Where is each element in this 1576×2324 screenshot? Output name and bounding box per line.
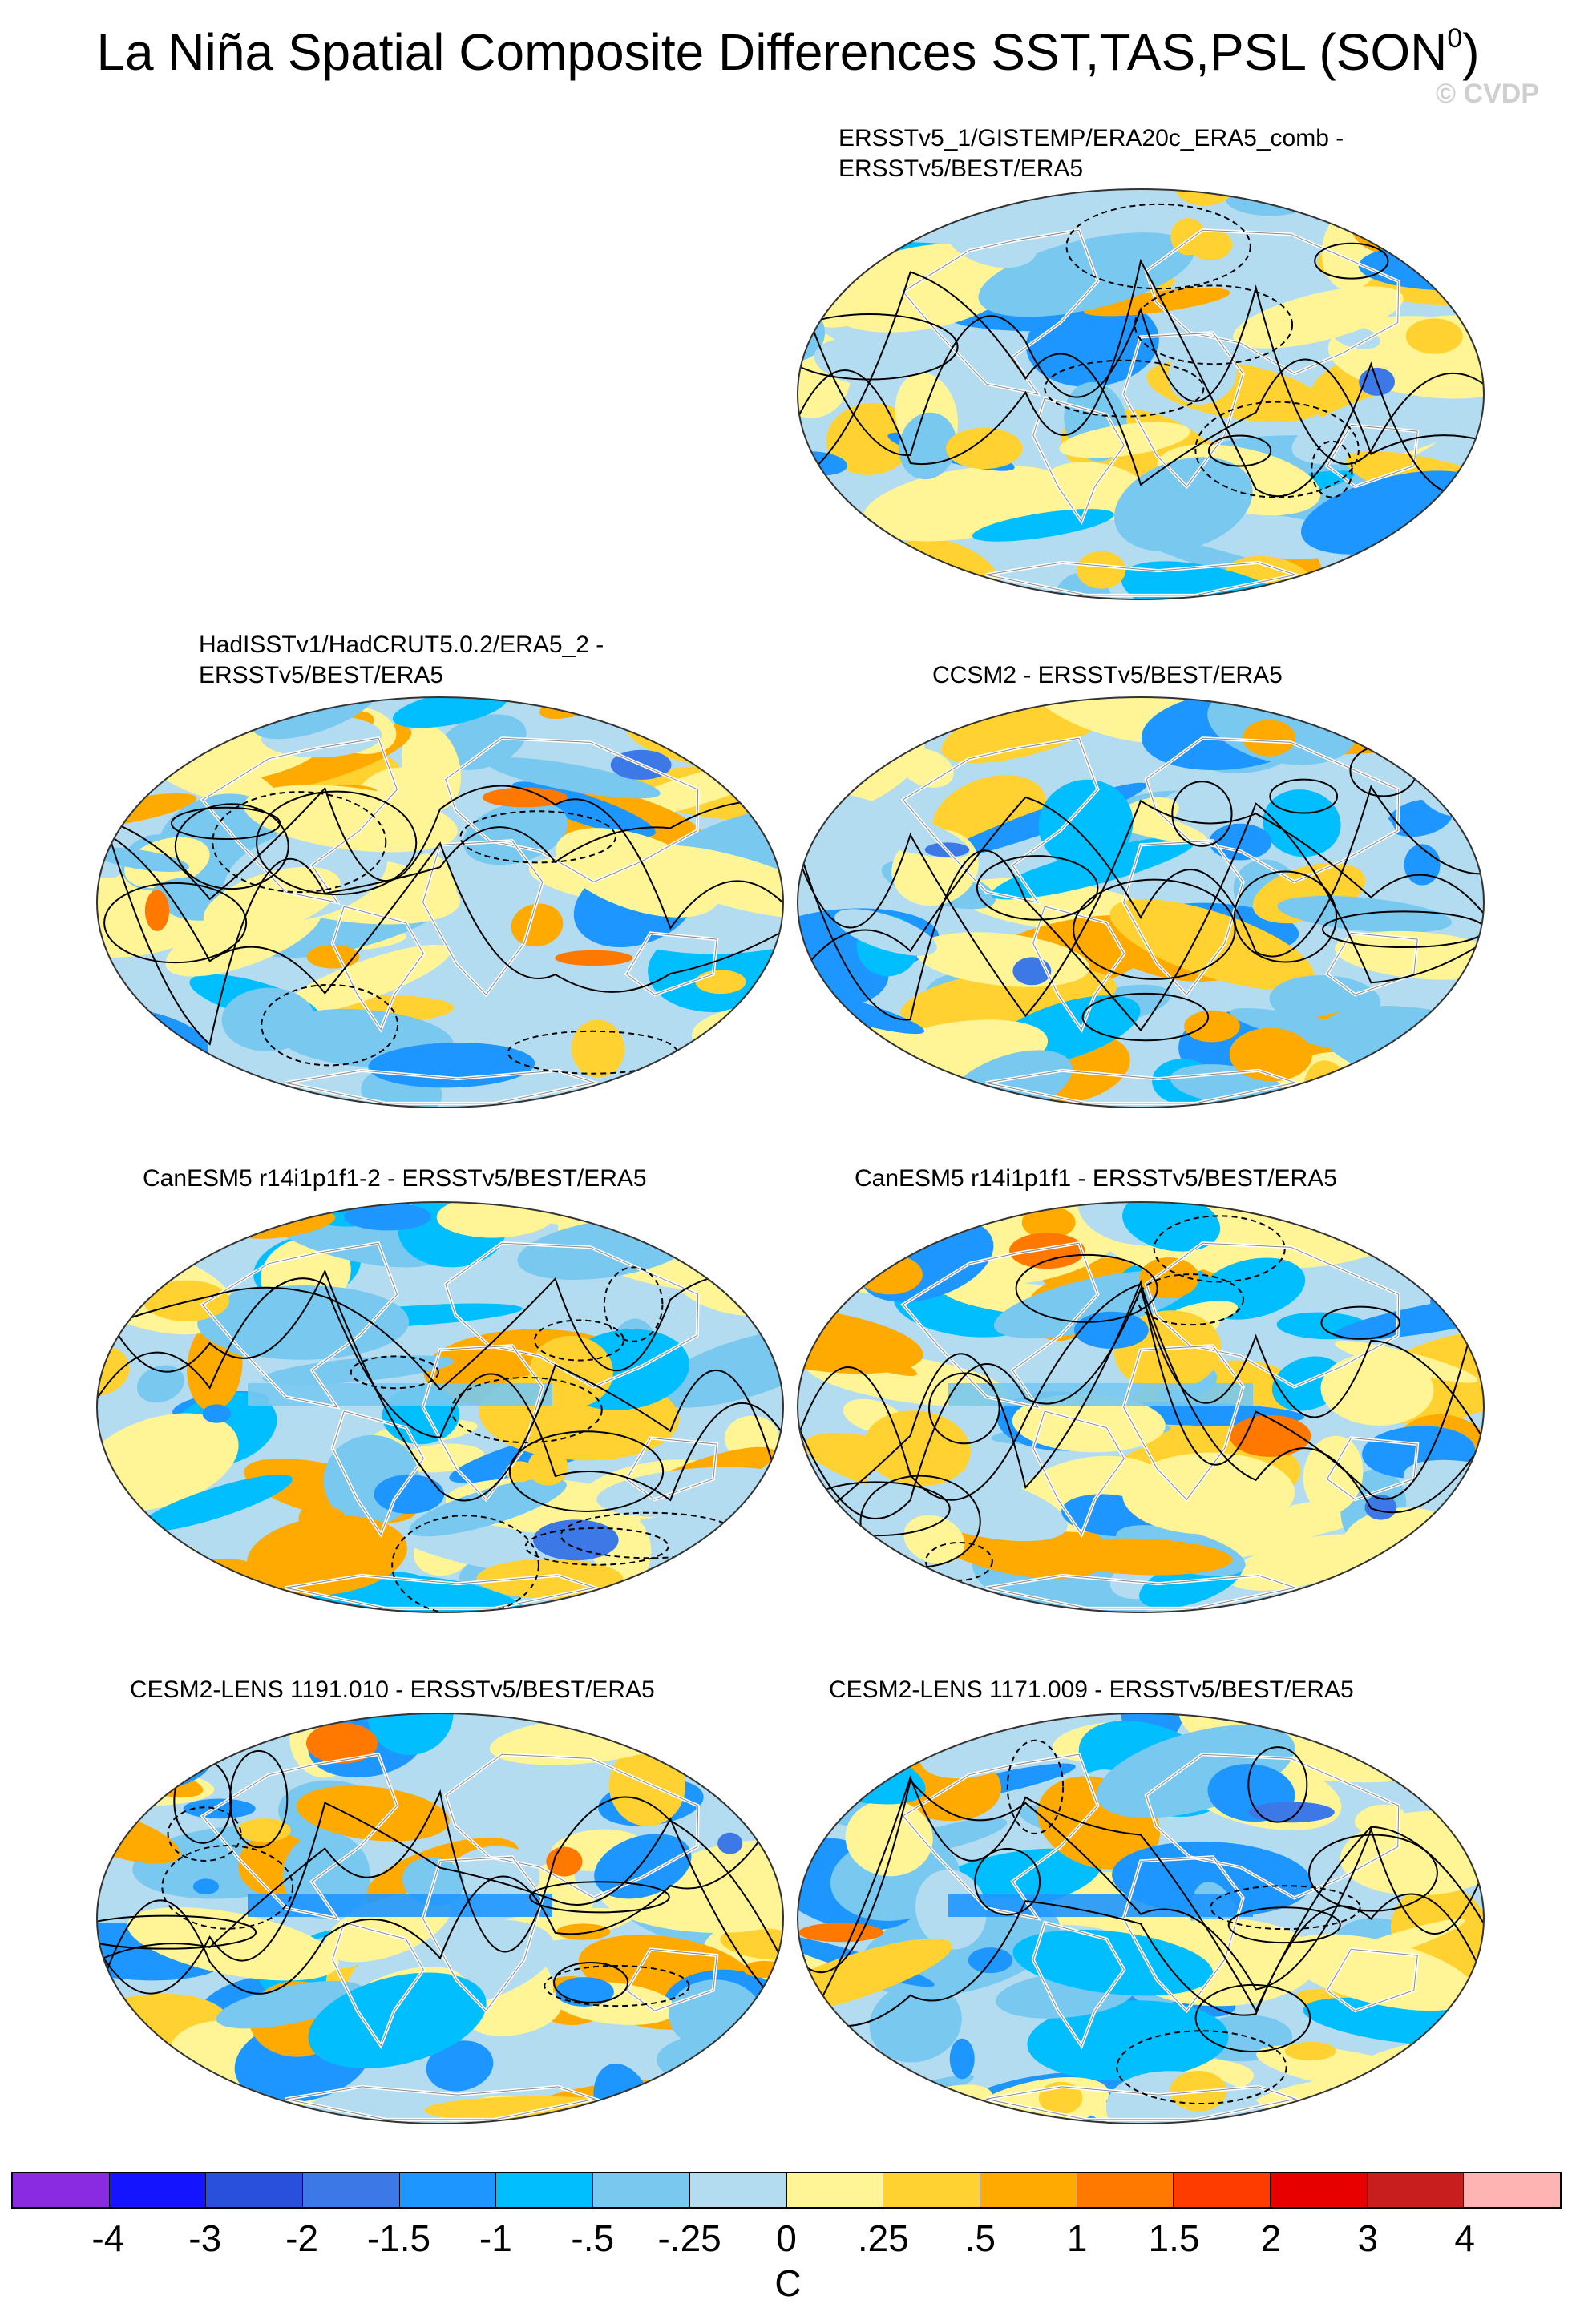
colorbar-box bbox=[593, 2173, 690, 2207]
chart-title-end: ) bbox=[1462, 23, 1480, 81]
panel-5-title: CanESM5 r14i1p1f1 - ERSSTv5/BEST/ERA5 bbox=[855, 1164, 1337, 1194]
panel-4-map bbox=[96, 1201, 784, 1613]
colorbar-units-label: C bbox=[774, 2262, 802, 2304]
colorbar-box bbox=[1464, 2173, 1560, 2207]
panel-1-title: ERSSTv5_1/GISTEMP/ERA20c_ERA5_comb - ERS… bbox=[839, 123, 1344, 184]
colorbar-box bbox=[303, 2173, 400, 2207]
panel-6-map bbox=[96, 1713, 784, 2124]
colorbar-tick-label: -3 bbox=[188, 2217, 222, 2259]
colorbar-box bbox=[1270, 2173, 1368, 2207]
colorbar-box bbox=[1367, 2173, 1465, 2207]
colorbar-tick-label: 1.5 bbox=[1148, 2217, 1200, 2259]
colorbar-box bbox=[206, 2173, 304, 2207]
panel-3-title: CCSM2 - ERSSTv5/BEST/ERA5 bbox=[932, 660, 1283, 691]
colorbar-box bbox=[980, 2173, 1077, 2207]
colorbar-box bbox=[1077, 2173, 1174, 2207]
colorbar-tick-label: -1 bbox=[479, 2217, 512, 2259]
panel-7-map bbox=[797, 1713, 1485, 2124]
colorbar-tick-label: 2 bbox=[1260, 2217, 1282, 2259]
panel-5-map bbox=[797, 1201, 1485, 1613]
colorbar-tick-label: -2 bbox=[285, 2217, 319, 2259]
colorbar-tick-label: -.25 bbox=[657, 2217, 721, 2259]
panel-2-title: HadISSTv1/HadCRUT5.0.2/ERA5_2 - ERSSTv5/… bbox=[199, 630, 604, 691]
panel-7-title: CESM2-LENS 1171.009 - ERSSTv5/BEST/ERA5 bbox=[829, 1675, 1354, 1705]
colorbar-box bbox=[883, 2173, 980, 2207]
chart-title-text: La Niña Spatial Composite Differences SS… bbox=[96, 23, 1448, 81]
panel-3-title-line1: CCSM2 - ERSSTv5/BEST/ERA5 bbox=[932, 662, 1283, 688]
colorbar bbox=[11, 2172, 1562, 2209]
panel-3-map bbox=[797, 696, 1485, 1108]
panel-4-title-line1: CanESM5 r14i1p1f1-2 - ERSSTv5/BEST/ERA5 bbox=[143, 1165, 647, 1192]
colorbar-tick-label: -.5 bbox=[571, 2217, 615, 2259]
colorbar-box bbox=[399, 2173, 497, 2207]
colorbar-tick-label: .25 bbox=[857, 2217, 909, 2259]
chart-title: La Niña Spatial Composite Differences SS… bbox=[0, 22, 1576, 82]
panel-5-title-line1: CanESM5 r14i1p1f1 - ERSSTv5/BEST/ERA5 bbox=[855, 1165, 1337, 1192]
panel-7-title-line1: CESM2-LENS 1171.009 - ERSSTv5/BEST/ERA5 bbox=[829, 1676, 1354, 1703]
colorbar-tick-label: -1.5 bbox=[366, 2217, 431, 2259]
panel-6-title: CESM2-LENS 1191.010 - ERSSTv5/BEST/ERA5 bbox=[130, 1675, 655, 1705]
colorbar-tick-label: 1 bbox=[1066, 2217, 1088, 2259]
colorbar-box bbox=[786, 2173, 884, 2207]
panel-2-title-line1: HadISSTv1/HadCRUT5.0.2/ERA5_2 - bbox=[199, 631, 604, 658]
chart-title-superscript: 0 bbox=[1447, 23, 1463, 54]
colorbar-box bbox=[13, 2173, 110, 2207]
panel-4-title: CanESM5 r14i1p1f1-2 - ERSSTv5/BEST/ERA5 bbox=[143, 1164, 647, 1194]
panel-1-title-line1: ERSSTv5_1/GISTEMP/ERA20c_ERA5_comb - bbox=[839, 125, 1344, 151]
panel-6-title-line1: CESM2-LENS 1191.010 - ERSSTv5/BEST/ERA5 bbox=[130, 1676, 655, 1703]
colorbar-box bbox=[496, 2173, 594, 2207]
colorbar-tick-label: 3 bbox=[1357, 2217, 1379, 2259]
colorbar-tick-label: 4 bbox=[1454, 2217, 1475, 2259]
panel-2-map bbox=[96, 696, 784, 1108]
colorbar-box bbox=[689, 2173, 787, 2207]
colorbar-box bbox=[109, 2173, 207, 2207]
colorbar-tick-label: .5 bbox=[964, 2217, 996, 2259]
colorbar-box bbox=[1174, 2173, 1271, 2207]
colorbar-tick-label: -4 bbox=[91, 2217, 125, 2259]
panel-1-title-line2: ERSSTv5/BEST/ERA5 bbox=[839, 155, 1084, 182]
panel-1-map bbox=[797, 188, 1485, 600]
panel-2-title-line2: ERSSTv5/BEST/ERA5 bbox=[199, 662, 444, 688]
cvdp-credit: © CVDP bbox=[1436, 79, 1539, 109]
colorbar-tick-label: 0 bbox=[776, 2217, 797, 2259]
